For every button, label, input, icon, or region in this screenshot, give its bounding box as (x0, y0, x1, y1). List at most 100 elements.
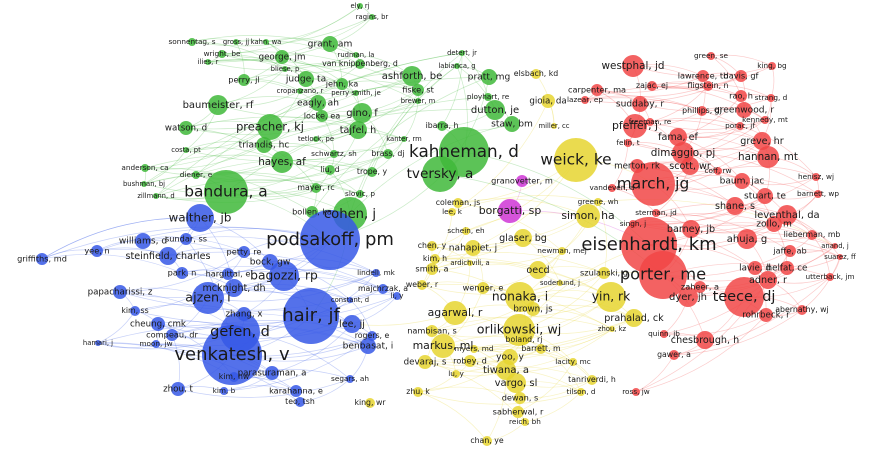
link (473, 346, 574, 363)
node-label: nonaka, i (492, 290, 548, 304)
node (283, 288, 339, 344)
link (134, 295, 398, 325)
node (757, 146, 779, 168)
node (412, 84, 424, 96)
node-label: davis, gf (724, 71, 760, 81)
node (378, 284, 388, 294)
node (367, 167, 377, 177)
link (144, 144, 265, 170)
node (482, 436, 492, 446)
link (532, 308, 613, 330)
node-label: carpenter, ma (568, 85, 626, 95)
node-label: ahuja, g (727, 234, 767, 245)
link (649, 119, 766, 130)
node-label: venkatesh, v (174, 344, 290, 365)
node-label: lazear, ep (567, 95, 603, 104)
node-label: staw, bm (491, 120, 533, 130)
node (477, 282, 489, 294)
link (682, 152, 819, 195)
node (313, 136, 319, 142)
node-label: rao, h (729, 91, 753, 101)
node-label: yoo, y (496, 353, 524, 363)
link (281, 56, 361, 68)
link (143, 76, 490, 185)
node (768, 62, 776, 70)
node-label: teo, tsh (285, 397, 315, 406)
node (179, 121, 193, 135)
link (41, 226, 331, 260)
node (352, 103, 372, 123)
node-label: kim, hw (219, 372, 250, 381)
node-label: liu, d (320, 165, 339, 174)
node-label: eagly, ah (297, 99, 339, 109)
node-label: wenger, e (463, 283, 504, 293)
node (506, 373, 526, 393)
node (297, 88, 303, 94)
link (596, 85, 709, 97)
link (349, 293, 398, 301)
node-label: rohrbeck, r (742, 311, 790, 321)
link (673, 276, 831, 356)
node-label: suddaby, r (616, 100, 665, 110)
node (807, 230, 817, 240)
node (265, 366, 279, 380)
node (95, 340, 101, 346)
link (191, 34, 357, 56)
node-label: hamari, j (83, 339, 113, 347)
node-label: zollo, m (756, 220, 792, 230)
node-label: moon, jw (139, 339, 172, 348)
node (282, 66, 288, 72)
link (223, 335, 373, 392)
link (207, 58, 286, 70)
node-label: abernathy, wj (775, 305, 828, 314)
node-label: ibarra, h (426, 121, 459, 130)
link (651, 85, 766, 121)
node (452, 370, 460, 378)
link (235, 40, 361, 65)
node (330, 150, 338, 158)
link (315, 89, 419, 140)
link (185, 116, 405, 140)
node-label: barney, jb (667, 224, 715, 235)
node-label: compeau, dr (146, 330, 198, 340)
node (233, 39, 239, 45)
link (41, 254, 183, 274)
node-label: hair, jf (282, 305, 340, 326)
node-label: porac, jf (725, 121, 755, 130)
node (413, 387, 423, 397)
node-label: merton, rk (614, 162, 660, 172)
node-label: kahn, wa (251, 38, 282, 46)
node-label: greene, wh (578, 197, 619, 206)
node (735, 70, 747, 82)
node (357, 3, 363, 9)
node-label: cohen, j (324, 207, 376, 222)
node (443, 301, 467, 325)
node (427, 241, 437, 251)
link (155, 335, 373, 357)
link (157, 288, 384, 329)
node (639, 251, 687, 299)
link (284, 63, 361, 73)
node-label: ragins, br (356, 13, 389, 21)
node (310, 95, 326, 111)
node (311, 183, 321, 193)
node (498, 199, 522, 223)
node (298, 71, 314, 87)
node-label: reich, bh (509, 417, 541, 426)
link (457, 198, 589, 217)
node-label: triandis, hc (239, 141, 290, 151)
node (225, 279, 243, 297)
node (401, 136, 407, 142)
link (469, 353, 574, 363)
link (417, 391, 488, 442)
node-label: tversky, a (407, 166, 474, 182)
node (624, 139, 632, 147)
link (473, 343, 542, 350)
node (724, 277, 764, 317)
node (269, 261, 299, 291)
node (220, 387, 228, 395)
link (227, 268, 384, 290)
